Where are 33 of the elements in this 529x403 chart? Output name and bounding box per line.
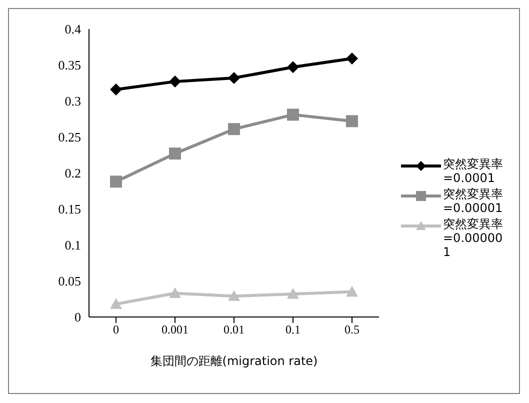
point	[110, 298, 122, 309]
x-tick-label: 0	[113, 322, 119, 337]
y-tick-label: 0.15	[58, 202, 81, 217]
y-tick-label: 0	[74, 310, 81, 325]
x-tick-label: 0.5	[344, 322, 360, 337]
point	[346, 115, 358, 128]
point	[287, 61, 299, 74]
y-tick-label: 0.1	[64, 238, 81, 253]
point	[346, 286, 358, 297]
y-tick-label: 0.05	[58, 274, 81, 289]
y-tick-label: 0.4	[64, 22, 82, 37]
y-tick-label: 0.25	[58, 130, 81, 145]
point	[228, 290, 240, 301]
point	[228, 123, 240, 136]
y-tick-label: 0.3	[64, 94, 81, 109]
x-tick-label: 0.1	[286, 322, 300, 337]
point	[346, 52, 358, 65]
x-tick-label: 0.01	[224, 322, 244, 337]
point	[287, 288, 299, 299]
legend-label: 突然変異率=0.000001	[443, 217, 504, 259]
point	[110, 83, 122, 96]
y-tick-label: 0.2	[64, 166, 81, 181]
point	[228, 72, 240, 84]
point	[287, 108, 299, 121]
legend-label: 突然変異率=0.0001	[443, 157, 504, 185]
legend-label: 突然変異率=0.00001	[443, 187, 504, 215]
point	[169, 148, 181, 160]
x-axis-title: 集団間の距離(migration rate)	[150, 354, 318, 368]
x-tick-label: 0.001	[162, 322, 188, 337]
point	[169, 76, 181, 88]
point	[169, 287, 181, 298]
y-tick-label: 0.35	[58, 58, 81, 73]
point	[110, 176, 122, 188]
